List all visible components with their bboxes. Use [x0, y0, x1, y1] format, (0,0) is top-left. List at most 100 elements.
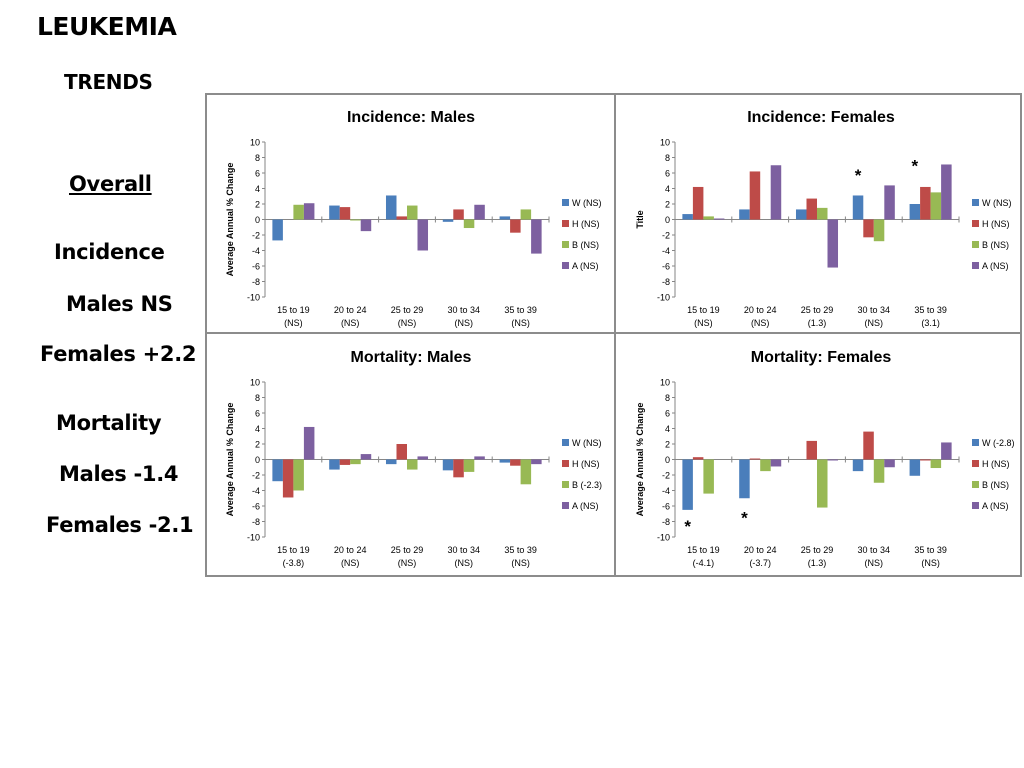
bar-W-15-to-19	[272, 219, 283, 241]
bar-W-20-to-24	[739, 459, 750, 499]
y-tick-label: -4	[252, 246, 260, 256]
y-tick-label: -2	[662, 471, 670, 481]
chart-mortality-males: Mortality: Males Average Annual % Change 1…	[207, 335, 616, 575]
bar-H-20-to-24	[339, 207, 351, 220]
x-tick-label: 35 to 39	[504, 305, 537, 315]
y-tick-label: -8	[662, 277, 670, 287]
bar-B-20-to-24	[350, 459, 361, 465]
legend-swatch-B	[562, 481, 569, 488]
y-tick-label: -10	[247, 533, 260, 543]
bar-H-15-to-19	[692, 186, 704, 220]
legend-label-A: A (NS)	[572, 261, 599, 271]
x-tick-label: 30 to 34	[858, 305, 891, 315]
y-tick-label: 4	[255, 184, 260, 194]
y-tick-label: -4	[662, 246, 670, 256]
bar-A-20-to-24	[770, 165, 782, 220]
legend-swatch-H	[562, 220, 569, 227]
chart-title: Incidence: Males	[347, 109, 475, 126]
x-tick-label: 35 to 39	[504, 545, 537, 555]
bar-A-15-to-19	[303, 203, 315, 220]
y-tick-label: 2	[665, 440, 670, 450]
legend-label-W: W (NS)	[572, 438, 602, 448]
bar-W-35-to-39	[909, 459, 921, 476]
y-tick-label: 0	[255, 455, 260, 465]
x-tick-sublabel: (3.1)	[921, 318, 940, 328]
y-tick-label: -10	[657, 293, 670, 303]
y-tick-label: 10	[250, 138, 260, 148]
legend-label-B: B (NS)	[572, 240, 599, 250]
x-tick-sublabel: (NS)	[341, 558, 360, 568]
bar-A-35-to-39	[531, 219, 542, 254]
chart-incidence-males-svg: Incidence: Males Average Annual % Change 1…	[225, 109, 602, 328]
bar-H-20-to-24	[749, 171, 761, 220]
bar-H-25-to-29	[806, 440, 817, 460]
bar-B-20-to-24	[760, 459, 771, 472]
legend-swatch-W	[562, 199, 569, 206]
bar-B-25-to-29	[817, 207, 828, 220]
bar-B-25-to-29	[407, 459, 418, 470]
bar-H-35-to-39	[920, 186, 931, 220]
y-tick-label: 10	[660, 378, 670, 388]
x-tick-label: 15 to 19	[277, 545, 310, 555]
x-tick-sublabel: (NS)	[511, 318, 529, 328]
charts-frame: Incidence: Males Average Annual % Change 1…	[205, 93, 1022, 577]
legend-swatch-A	[562, 502, 569, 509]
bar-W-35-to-39	[499, 216, 511, 220]
page-subtitle: TRENDS	[64, 70, 153, 94]
y-tick-label: 8	[255, 153, 260, 163]
chart-incidence-females-svg: Incidence: Females Title 10 8 6 4 2 0 -2 -4 -6 -8 -1…	[635, 109, 1012, 328]
bar-A-20-to-24	[770, 459, 782, 467]
bar-A-25-to-29	[827, 219, 839, 268]
bar-H-30-to-34	[453, 459, 464, 478]
chart-incidence-females: Incidence: Females Title 10 8 6 4 2 0 -2 -4 -6 -8 -1…	[617, 95, 1024, 335]
bar-B-30-to-34	[873, 459, 885, 483]
y-tick-label: -4	[662, 486, 670, 496]
chart-mortality-males-svg: Mortality: Males Average Annual % Change 1…	[225, 349, 602, 568]
legend-swatch-H	[562, 460, 569, 467]
incidence-males-summary: Males NS	[66, 292, 173, 316]
y-tick-label: -8	[252, 277, 260, 287]
y-tick-label: -10	[247, 293, 260, 303]
x-tick-sublabel: (NS)	[921, 558, 940, 568]
x-tick-label: 30 to 34	[858, 545, 891, 555]
legend-label-W: W (NS)	[982, 198, 1012, 208]
y-tick-label: 10	[250, 378, 260, 388]
legend-label-A: A (NS)	[982, 261, 1009, 271]
bar-B-30-to-34	[463, 459, 475, 472]
bar-W-15-to-19	[682, 214, 693, 220]
bar-A-20-to-24	[360, 219, 372, 232]
y-tick-label: 10	[660, 138, 670, 148]
y-tick-label: -4	[252, 486, 260, 496]
bar-W-25-to-29	[385, 195, 397, 220]
legend-swatch-W	[562, 439, 569, 446]
y-axis-label: Average Annual % Change	[635, 403, 645, 517]
y-tick-label: 6	[665, 169, 670, 179]
bar-B-15-to-19	[703, 459, 714, 494]
mortality-females-summary: Females -2.1	[46, 513, 194, 537]
x-tick-sublabel: (-4.1)	[693, 558, 715, 568]
y-axis-label: Average Annual % Change	[225, 403, 235, 517]
bar-H-35-to-39	[510, 459, 521, 466]
bar-W-20-to-24	[739, 209, 750, 220]
significance-asterisk: *	[684, 517, 691, 536]
legend-swatch-B	[562, 241, 569, 248]
y-tick-label: 2	[255, 200, 260, 210]
bar-H-15-to-19	[692, 457, 704, 460]
bar-W-30-to-34	[442, 219, 454, 222]
bar-A-15-to-19	[303, 426, 315, 460]
mortality-heading: Mortality	[56, 411, 162, 435]
y-tick-label: -2	[662, 231, 670, 241]
bar-W-15-to-19	[682, 459, 693, 510]
overall-heading: Overall	[69, 172, 152, 196]
x-tick-label: 35 to 39	[914, 305, 947, 315]
bar-W-20-to-24	[329, 459, 340, 470]
bar-B-35-to-39	[520, 209, 532, 220]
y-tick-label: 4	[255, 424, 260, 434]
legend-label-B: B (NS)	[982, 480, 1009, 490]
x-tick-sublabel: (NS)	[694, 318, 713, 328]
x-tick-label: 20 to 24	[744, 305, 777, 315]
bar-A-25-to-29	[827, 459, 839, 461]
bar-W-25-to-29	[795, 209, 807, 220]
x-tick-label: 15 to 19	[687, 545, 720, 555]
bar-H-35-to-39	[510, 219, 521, 233]
